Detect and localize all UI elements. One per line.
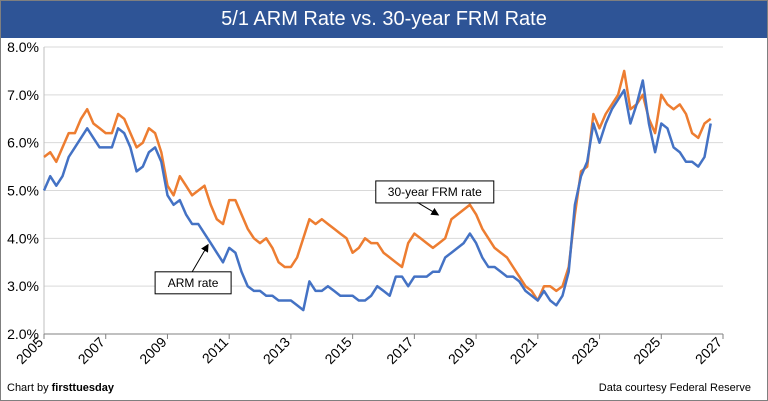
y-tick-label: 2.0% [7, 326, 39, 342]
frm-label-box [375, 180, 495, 204]
x-tick-label: 2017 [383, 334, 416, 367]
y-tick-label: 6.0% [7, 135, 39, 151]
x-tick-label: 2023 [568, 334, 601, 367]
series-line-30-year-frm-rate [43, 69, 712, 302]
credit-brand: firsttuesday [51, 382, 114, 394]
x-tick-label: 2025 [630, 334, 663, 367]
x-tick-label: 2009 [136, 334, 169, 367]
x-tick-label: 2021 [507, 334, 540, 367]
y-tick-label: 8.0% [7, 39, 39, 55]
y-tick-label: 7.0% [7, 87, 39, 103]
x-tick-label: 2019 [445, 334, 478, 367]
y-tick-label: 4.0% [7, 230, 39, 246]
x-tick-label: 2015 [321, 334, 354, 367]
frm-arrow [417, 202, 440, 216]
series-line-arm-rate [42, 79, 712, 312]
x-tick-label: 2013 [260, 334, 293, 367]
frm-label: 30-year FRM rate [388, 185, 482, 199]
arm-label-box [154, 271, 232, 295]
arm-label: ARM rate [168, 276, 219, 290]
data-source-credit: Data courtesy Federal Reserve [598, 382, 751, 394]
credit-prefix: Chart by [7, 382, 52, 394]
y-tick-label: 3.0% [7, 278, 39, 294]
x-tick-label: 2027 [692, 334, 725, 367]
arm-arrow [191, 243, 209, 273]
y-tick-label: 5.0% [7, 183, 39, 199]
chart-credit: Chart by firsttuesday [7, 382, 114, 394]
chart-title: 5/1 ARM Rate vs. 30-year FRM Rate [1, 1, 767, 38]
x-tick-label: 2011 [199, 334, 232, 367]
x-tick-label: 2007 [75, 334, 108, 367]
